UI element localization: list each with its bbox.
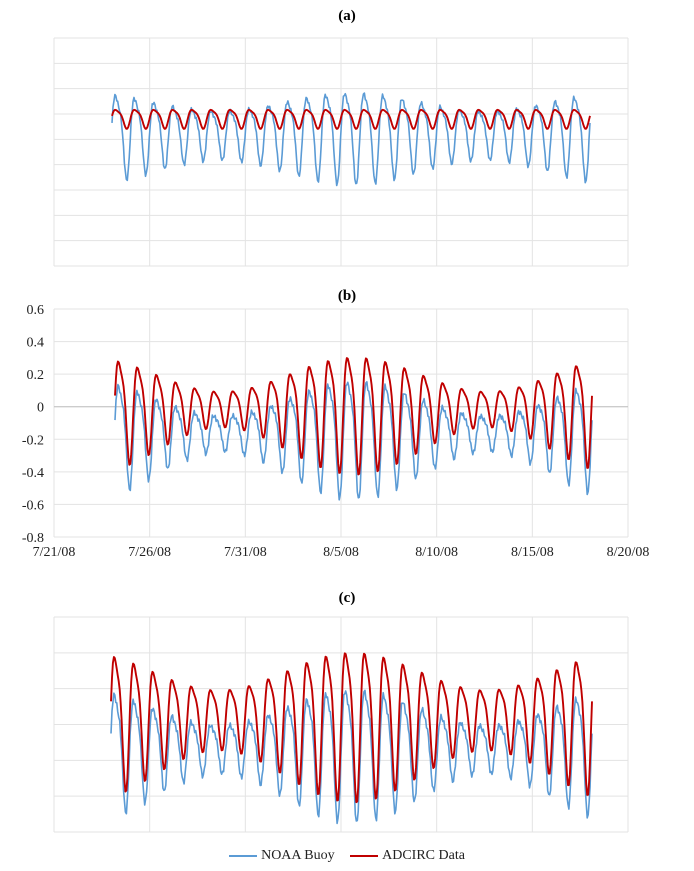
panel-a-title: (a) <box>338 8 356 24</box>
y-tick-label: 0.6 <box>27 303 45 318</box>
series-line-adcirc-data <box>111 108 591 130</box>
x-tick-label: 8/5/08 <box>323 545 359 560</box>
series-line-noaa-buoy <box>114 381 593 501</box>
x-tick-label: 7/31/08 <box>224 545 267 560</box>
x-tick-label: 8/20/08 <box>607 545 650 560</box>
series-line-adcirc-data <box>110 652 593 804</box>
panel-c-title: (c) <box>338 590 356 606</box>
x-tick-label: 8/15/08 <box>511 545 554 560</box>
y-tick-label: 0.2 <box>27 368 45 383</box>
y-tick-label: -0.8 <box>22 531 44 546</box>
y-tick-label: -0.4 <box>22 466 44 481</box>
legend-label-adcirc: ADCIRC Data <box>382 848 465 863</box>
y-tick-label: 0.4 <box>27 336 45 351</box>
x-tick-label: 7/26/08 <box>128 545 171 560</box>
x-tick-label: 7/21/08 <box>33 545 76 560</box>
legend-item-adcirc: ADCIRC Data <box>350 848 465 864</box>
series-line-adcirc-data <box>114 357 593 476</box>
panel-b-title: (b) <box>337 288 357 304</box>
legend-item-noaa: NOAA Buoy <box>229 848 335 864</box>
legend-label-noaa: NOAA Buoy <box>261 848 335 863</box>
legend-swatch-noaa <box>229 855 258 857</box>
x-tick-label: 8/10/08 <box>415 545 458 560</box>
y-tick-label: 0 <box>37 401 44 416</box>
y-tick-label: -0.2 <box>22 433 44 448</box>
legend-swatch-adcirc <box>350 855 379 857</box>
y-tick-label: -0.6 <box>22 498 44 513</box>
chart-legend: NOAA Buoy ADCIRC Data <box>0 846 694 864</box>
series-line-noaa-buoy <box>110 689 593 825</box>
